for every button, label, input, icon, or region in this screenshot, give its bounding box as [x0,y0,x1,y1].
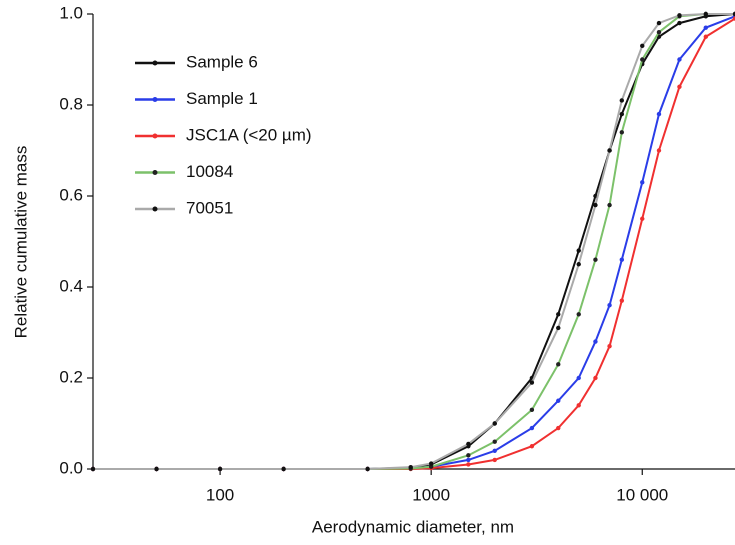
data-point [492,448,497,453]
data-point [677,57,682,62]
data-point [90,466,96,472]
data-point [428,461,434,466]
data-point [656,111,662,117]
y-axis-label: Relative cumulative mass [11,146,30,339]
data-point [703,25,709,30]
data-point [576,248,581,253]
data-point [529,425,535,431]
data-point [466,457,471,463]
data-point [492,421,497,426]
data-point [593,339,598,344]
data-point [556,362,561,367]
x-axis-label: Aerodynamic diameter, nm [312,517,514,536]
data-point [428,464,434,469]
data-point [576,403,581,408]
data-point [656,30,662,35]
legend-marker [152,133,158,139]
legend-label: 70051 [186,198,233,217]
data-point [607,343,612,349]
y-tick-label: 0.0 [59,458,83,477]
data-point [619,98,625,103]
series-line [93,15,735,470]
data-point [492,457,497,463]
data-point [619,257,625,262]
data-point [732,16,735,21]
data-point [466,462,471,467]
data-point [619,130,625,135]
series-line [93,17,735,470]
y-tick-label: 0.2 [59,367,83,386]
legend-label: Sample 6 [186,52,258,71]
data-point [556,425,561,431]
data-point [556,398,561,403]
series-line [93,13,735,470]
data-point [619,111,625,117]
data-point [217,466,223,472]
data-point [703,11,709,17]
data-point [619,298,625,303]
data-point [593,375,598,381]
data-point [576,262,581,267]
legend-marker [152,206,158,212]
x-tick-label: 100 [206,485,234,504]
data-point [640,180,645,185]
data-point [640,57,645,62]
plot-area [90,11,735,472]
data-point [640,43,645,49]
x-tick-label: 10 000 [616,485,668,504]
y-tick-label: 0.6 [59,185,83,204]
legend-marker [152,97,158,102]
data-point [607,202,612,208]
data-point [677,20,682,26]
data-point [607,148,612,153]
data-point [556,312,561,317]
data-point [677,13,682,18]
legend-marker [152,170,158,175]
data-point [607,303,612,308]
legend-label: 10084 [186,162,233,181]
data-point [556,325,561,331]
legend-label: Sample 1 [186,89,258,108]
data-point [593,202,598,208]
data-point [529,444,535,449]
data-point [732,11,735,17]
data-point [593,257,598,262]
data-point [492,439,497,444]
data-point [154,466,159,472]
data-point [703,34,709,39]
data-point [640,216,645,221]
series-line [93,13,735,470]
series-line [93,13,735,470]
y-tick-label: 0.4 [59,276,83,295]
data-point [466,453,471,458]
legend-label: JSC1A (<20 µm) [186,125,312,144]
y-tick-label: 1.0 [59,3,83,22]
data-point [466,441,471,447]
data-point [281,466,286,472]
data-point [408,464,413,470]
data-point [656,20,662,26]
x-tick-label: 1000 [412,485,450,504]
data-point [677,84,682,90]
data-point [656,148,662,153]
data-point [576,312,581,317]
legend-marker [152,60,158,66]
data-point [365,466,370,472]
y-tick-label: 0.8 [59,94,83,113]
data-point [529,407,535,413]
data-point [576,375,581,381]
data-point [529,380,535,385]
